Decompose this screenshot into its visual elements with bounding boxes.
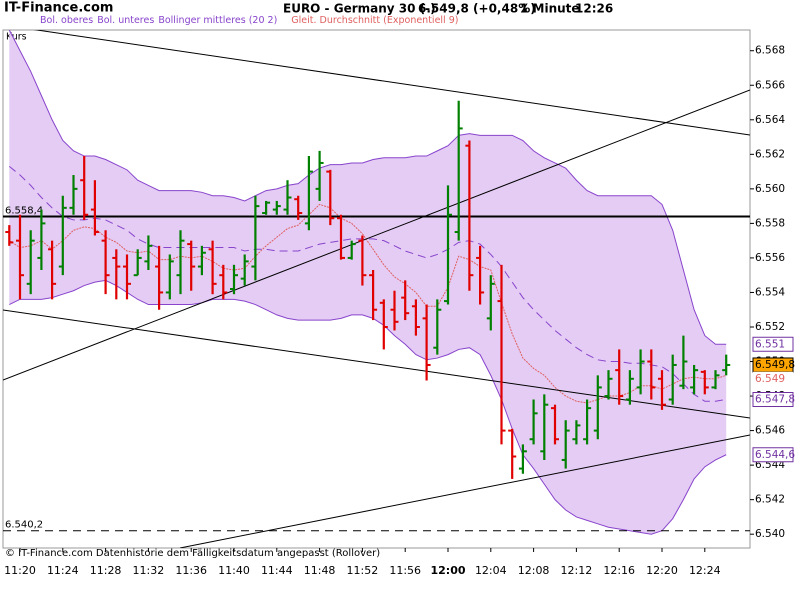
- legend: Bol. oberes Bol. unteres Bollinger mittler…: [40, 15, 462, 26]
- price-label-box: [753, 371, 793, 386]
- legend-price: Kurs: [6, 32, 27, 43]
- legend-entry: Gleit. Durchschnitt (Exponentiell 9): [291, 15, 459, 26]
- x-tick-label: 12:08: [518, 564, 550, 577]
- price-label-box: [752, 447, 794, 463]
- y-tick-label: 6.546: [755, 425, 785, 437]
- legend-entry: Bol. oberes: [40, 15, 94, 26]
- upper-line: [8, 30, 727, 345]
- y-tick-label: 6.566: [755, 79, 785, 91]
- x-tick-label: 11:48: [304, 564, 336, 577]
- x-tick-label: 12:04: [475, 564, 507, 577]
- price-label: 6.544,6: [755, 449, 795, 461]
- site-name: IT-Finance.com: [4, 1, 113, 16]
- trend-lines: [3, 30, 750, 548]
- x-tick-label: 11:52: [347, 564, 379, 577]
- y-tick-label: 6.554: [755, 286, 785, 298]
- x-tick-label: 12:12: [561, 564, 593, 577]
- chart-title: EURO - Germany 30 (-): [283, 2, 436, 16]
- x-tick-label: 11:36: [175, 564, 207, 577]
- trend-line: [179, 434, 750, 548]
- price-label: 6.551: [755, 338, 785, 350]
- price-label: 6.549: [755, 373, 785, 385]
- time: 12:26: [575, 2, 613, 16]
- lower-line: [9, 279, 727, 535]
- y-tick-label: 6.552: [755, 321, 785, 333]
- trend-line: [3, 89, 750, 381]
- y-tick-label: 6.540: [755, 528, 785, 540]
- x-tick-label: 12:20: [646, 564, 678, 577]
- x-tick-label: 11:40: [218, 564, 250, 577]
- trend-line: [33, 30, 750, 136]
- legend-entry: Bol. unteres: [97, 15, 155, 26]
- middle-line: [8, 166, 727, 402]
- x-tick-label: 12:00: [430, 564, 465, 577]
- legend-entry: Bollinger mittleres (20 2): [158, 15, 278, 26]
- price-label: 6.547,8: [755, 394, 795, 406]
- y-tick-label: 6.564: [755, 114, 785, 126]
- x-tick-label: 12:24: [689, 564, 721, 577]
- x-tick-label: 11:20: [4, 564, 36, 577]
- interval: 1 Minute: [520, 2, 580, 16]
- x-tick-label: 12:16: [603, 564, 635, 577]
- band-layer: [8, 30, 727, 535]
- y-tick-label: 6.560: [755, 183, 785, 195]
- level-label: 6.558,4: [5, 205, 43, 216]
- trend-line: [3, 309, 750, 419]
- y-tick-label: 6.556: [755, 252, 785, 264]
- quote: 6.549,8 (+0,48%): [418, 2, 536, 16]
- price-label-box: [752, 392, 794, 408]
- mark-layer: 6.558,46.540,26.5406.5426.5446.5466.5486…: [3, 45, 795, 577]
- y-tick-label: 6.568: [755, 45, 785, 57]
- price-label: 6.549,8: [755, 359, 795, 371]
- price-label-box: [752, 336, 794, 352]
- x-tick-label: 11:44: [261, 564, 293, 577]
- band-fill: [9, 30, 727, 535]
- x-tick-label: 11:56: [389, 564, 421, 577]
- y-tick-label: 6.542: [755, 494, 785, 506]
- footer: © IT-Finance.com Datenhistorie dem Fälli…: [5, 548, 380, 559]
- level-label: 6.540,2: [5, 520, 43, 531]
- y-tick-label: 6.562: [755, 148, 785, 160]
- y-tick-label: 6.558: [755, 217, 785, 229]
- x-tick-label: 11:28: [90, 564, 122, 577]
- x-tick-label: 11:24: [47, 564, 79, 577]
- x-tick-label: 11:32: [133, 564, 165, 577]
